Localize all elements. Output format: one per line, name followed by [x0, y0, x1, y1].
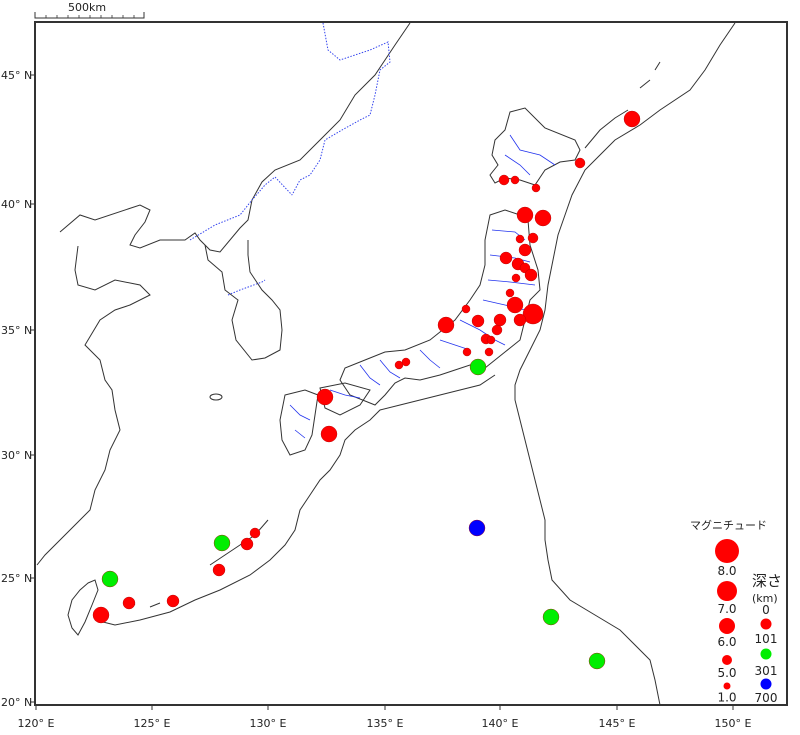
earthquake-marker: [471, 314, 485, 328]
earthquake-marker: [623, 110, 641, 128]
map-frame: [34, 21, 788, 706]
earthquake-marker: [510, 175, 520, 185]
earthquake-marker: [518, 243, 532, 257]
earthquake-marker: [527, 232, 539, 244]
earthquake-marker: [505, 288, 515, 298]
earthquake-marker: [534, 209, 552, 227]
trench-kuril-japan: [514, 23, 736, 704]
latitude-axis: 45° N 40° N 35° N 30° N 25° N 20° N: [1, 69, 35, 709]
lon-tick-label: 120° E: [18, 717, 55, 730]
earthquake-marker: [506, 296, 524, 314]
legend-depth-label: 0: [762, 603, 770, 617]
lon-tick-label: 130° E: [250, 717, 287, 730]
coastline-taiwan: [67, 579, 99, 636]
earthquake-marker: [499, 251, 513, 265]
coastline-korea: [204, 240, 283, 361]
earthquake-marker: [462, 347, 472, 357]
coastline-hokkaido: [489, 107, 581, 186]
island-jeju: [209, 393, 223, 401]
legend-magnitude-marker: [723, 682, 731, 690]
legend-magnitude-marker: [719, 618, 735, 634]
lon-tick-label: 140° E: [482, 717, 519, 730]
legend: マグニチュード 8.0 7.0 6.0 5.0 1.0 深さ (km) 0 101 301 7…: [690, 518, 782, 705]
earthquake-marker: [588, 652, 606, 670]
earthquake-marker: [166, 594, 180, 608]
earthquake-marker: [468, 519, 486, 537]
legend-depth-unit: (km): [752, 592, 778, 605]
map-content: [36, 23, 736, 704]
coastline-kurils: [584, 61, 661, 149]
earthquake-marker: [484, 347, 494, 357]
legend-depth-label: 700: [755, 691, 778, 705]
legend-depth-marker: [760, 648, 772, 660]
earthquake-marker: [437, 316, 455, 334]
lat-tick-label: 25° N: [1, 572, 32, 585]
border-china-russia: [291, 23, 391, 196]
earthquake-marker: [461, 304, 471, 314]
earthquake-marker: [493, 313, 507, 327]
lon-tick-label: 135° E: [367, 717, 404, 730]
earthquake-marker: [515, 234, 525, 244]
lat-tick-label: 45° N: [1, 69, 32, 82]
earthquake-marker: [574, 157, 586, 169]
earthquake-marker: [486, 335, 496, 345]
legend-magnitude-marker: [717, 581, 737, 601]
earthquake-marker: [394, 360, 404, 370]
earthquake-marker: [469, 358, 487, 376]
longitude-axis: 120° E 125° E 130° E 135° E 140° E 145° E 150°…: [18, 705, 752, 730]
earthquake-marker: [401, 357, 411, 367]
coastline-shikoku: [319, 382, 371, 416]
legend-depth-marker: [760, 678, 772, 690]
legend-depth-items: 0 101 301 700: [755, 603, 778, 705]
legend-magnitude-items: 8.0 7.0 6.0 5.0 1.0: [715, 539, 739, 705]
border-china-korea: [189, 176, 293, 241]
legend-depth-title: 深さ: [752, 572, 782, 590]
legend-magnitude-label: 8.0: [717, 564, 736, 578]
earthquake-marker: [316, 388, 334, 406]
earthquake-marker: [522, 303, 544, 325]
earthquake-marker: [249, 527, 261, 539]
legend-magnitude-marker: [715, 539, 739, 563]
earthquake-marker: [122, 596, 136, 610]
legend-depth-label: 301: [755, 664, 778, 678]
lat-tick-label: 35° N: [1, 324, 32, 337]
earthquake-marker: [511, 273, 521, 283]
earthquake-marker: [498, 174, 510, 186]
lat-tick-label: 40° N: [1, 198, 32, 211]
earthquake-marker: [524, 268, 538, 282]
legend-depth-label: 101: [755, 632, 778, 646]
earthquake-marker: [212, 563, 226, 577]
earthquake-marker: [240, 537, 254, 551]
earthquake-marker: [320, 425, 338, 443]
lat-tick-label: 20° N: [1, 696, 32, 709]
border-korea-dmz: [227, 279, 266, 296]
earthquake-marker: [491, 324, 503, 336]
legend-magnitude-title: マグニチュード: [690, 518, 767, 532]
lon-tick-label: 145° E: [599, 717, 636, 730]
legend-magnitude-label: 6.0: [717, 635, 736, 649]
earthquake-marker: [531, 183, 541, 193]
lon-tick-label: 125° E: [134, 717, 171, 730]
scale-bar-label: 500km: [68, 1, 106, 14]
legend-magnitude-label: 1.0: [717, 691, 736, 705]
legend-depth-marker: [760, 618, 772, 630]
legend-magnitude-label: 5.0: [717, 666, 736, 680]
lat-tick-label: 30° N: [1, 449, 32, 462]
coastline-kyushu: [279, 389, 319, 456]
earthquake-marker: [92, 606, 110, 624]
coastline-asia-south: [36, 245, 151, 566]
legend-magnitude-marker: [722, 655, 732, 665]
earthquake-marker: [101, 570, 119, 588]
earthquake-marker: [542, 608, 560, 626]
earthquake-markers: [92, 110, 641, 670]
earthquake-marker: [513, 313, 527, 327]
earthquake-marker: [213, 534, 231, 552]
earthquake-marker: [516, 206, 534, 224]
scale-bar: 500km: [34, 1, 145, 19]
lon-tick-label: 150° E: [715, 717, 752, 730]
coastline-asia: [59, 23, 411, 253]
trench-nankai: [94, 374, 496, 626]
legend-magnitude-label: 7.0: [717, 602, 736, 616]
